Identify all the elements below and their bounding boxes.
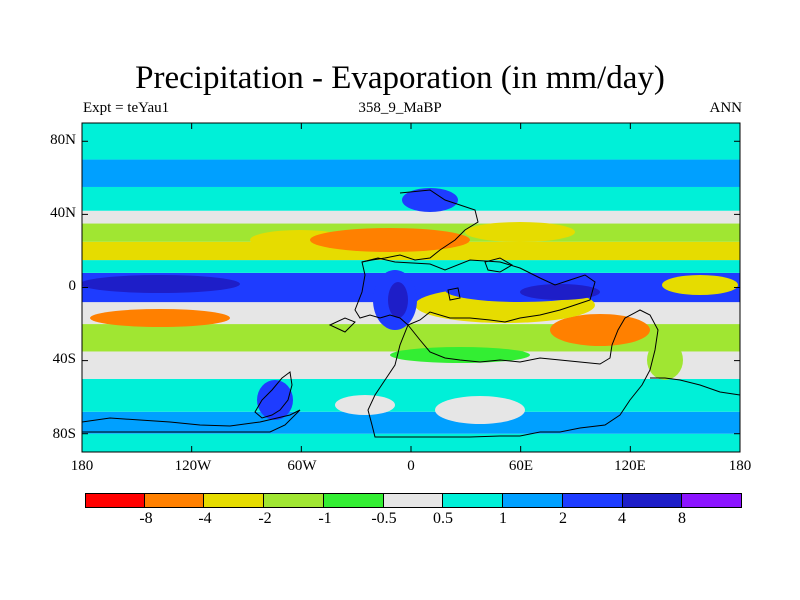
x-tick-label: 120E [614,458,646,474]
field-patch [662,275,738,295]
field-patch [465,222,575,242]
x-tick-label: 60E [508,458,534,474]
colorbar-segment [85,493,145,507]
colorbar-label: -1 [318,510,332,527]
field-patch [647,340,683,380]
y-tick-label: 80S [52,426,76,442]
field-patch [257,380,293,420]
field-layer [82,123,740,452]
y-tick-label: 40N [50,205,76,221]
colorbar-label: -0.5 [371,510,397,527]
time-label: 358_9_MaBP [358,100,442,116]
x-tick-label: 120W [174,458,212,474]
colorbar-segment [264,493,324,507]
colorbar-segment [443,493,504,507]
colorbar-label: -4 [198,510,212,527]
colorbar-frame [85,493,742,508]
x-tick-label: 180 [70,458,94,474]
coastline-main-continent [354,257,596,326]
coastline-island-2 [484,257,513,273]
field-patch [335,395,395,415]
experiment-label: Expt = teYau1 [83,100,170,116]
colorbar-segment [562,493,623,507]
zonal-band [82,433,740,452]
colorbar-segment [383,493,444,507]
zonal-band [82,159,740,187]
colorbar-segment [144,493,205,507]
colorbar-label: 1 [499,510,507,527]
coastline-island-1 [328,317,356,333]
colorbar-segment [204,493,265,507]
field-patch [390,347,530,363]
y-tick-label: 80N [50,132,76,148]
zonal-band [82,260,740,273]
zonal-band [82,411,740,434]
field-patch [90,309,230,327]
colorbar-segment [503,493,563,507]
zonal-band [82,123,740,160]
zonal-band [82,210,740,224]
colorbar-segment [682,493,742,507]
y-tick-label: 0 [68,278,77,294]
season-label: ANN [709,100,743,116]
regional-features [82,188,738,424]
colorbar-label: 2 [559,510,567,527]
coastline-island-3 [447,287,461,301]
x-tick-label: 60W [287,458,317,474]
coastline-west [254,371,293,419]
colorbar [85,493,742,507]
field-patch [402,188,458,212]
zonal-band [82,378,740,412]
field-patch [520,284,600,300]
colorbar-label: -2 [258,510,272,527]
field-patch [435,396,525,424]
colorbar-label: 0.5 [433,510,453,527]
field-patch [550,314,650,346]
map-title: Precipitation - Evaporation (in mm/day) [135,60,665,96]
coastlines [82,189,740,438]
colorbar-label: -8 [139,510,153,527]
coastline-east [650,377,740,396]
axis-ticks [81,123,741,452]
coastline-south [367,309,659,438]
zonal-bands [82,123,740,452]
colorbar-label: 8 [678,510,686,527]
colorbar-label: 4 [618,510,626,527]
field-patch [82,275,240,293]
coastline-southwest [82,409,301,433]
coastline-north [361,189,479,263]
x-tick-label: 0 [407,458,415,474]
colorbar-segment [622,493,683,507]
colorbar-segment [323,493,384,507]
y-tick-label: 40S [52,351,76,367]
field-patch [310,228,470,252]
field-patch [388,282,408,318]
x-tick-label: 180 [728,458,752,474]
